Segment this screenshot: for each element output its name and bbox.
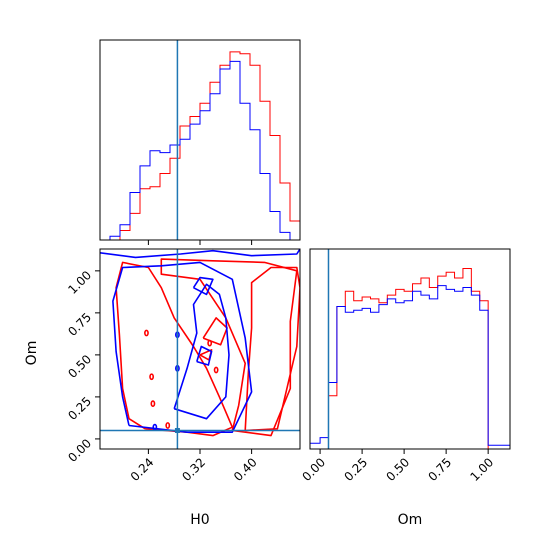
contour-island-2	[150, 400, 156, 408]
contour-island-4	[213, 366, 219, 374]
red-contour-2	[244, 266, 300, 432]
h0-histogram-frame	[99, 39, 301, 241]
red-contour-0	[115, 261, 234, 437]
y-axis-label-om: Om	[24, 341, 40, 366]
blue-contour-2	[196, 345, 213, 366]
blue-contour-1	[173, 283, 230, 420]
om-tick-label-4: 1.00	[65, 268, 94, 297]
contour-island-7	[152, 423, 158, 431]
contour-island-1	[149, 373, 155, 381]
om-histogram-frame	[309, 248, 511, 450]
om-hist-tick-label-1: 0.25	[341, 455, 370, 484]
om-hist-tick-label-4: 1.00	[467, 455, 496, 484]
h0-om-contour-panel: 0.24 0.32 0.40 0.00 0.25 0.50 0.75 1.00	[65, 248, 301, 484]
h0-tick-label-1: 0.32	[179, 455, 208, 484]
x-axis-label-h0: H0	[190, 512, 209, 528]
h0-histogram-series-1	[100, 60, 300, 241]
h0-tick-label-2: 0.40	[231, 455, 260, 484]
contour-island-8	[165, 422, 171, 429]
truth-marker	[174, 428, 180, 434]
om-hist-tick-label-2: 0.50	[383, 455, 412, 484]
om-tick-label-3: 0.75	[65, 310, 94, 339]
om-hist-tick-label-3: 0.75	[425, 455, 454, 484]
h0-histogram-panel	[99, 39, 301, 245]
contour-island-0	[144, 329, 149, 337]
blue-contour-0	[112, 261, 253, 433]
blue-contour-4	[192, 276, 214, 296]
contour-layer	[100, 249, 300, 437]
h0-histogram-series-0	[100, 51, 301, 241]
om-hist-tick-label-0: 0.00	[299, 455, 328, 484]
om-tick-label-1: 0.25	[65, 394, 94, 423]
red-contour-3	[202, 317, 228, 346]
contour-island-3	[207, 339, 213, 347]
x-axis-label-om: Om	[398, 512, 423, 528]
blue-contour-3	[100, 249, 300, 259]
om-histogram-series-1	[309, 285, 511, 449]
om-histogram-series-0	[310, 268, 510, 450]
om-tick-label-2: 0.50	[65, 352, 94, 381]
om-histogram-panel: 0.00 0.25 0.50 0.75 1.00	[299, 248, 511, 484]
h0-tick-label-0: 0.24	[128, 455, 157, 484]
om-tick-label-0: 0.00	[65, 436, 94, 465]
